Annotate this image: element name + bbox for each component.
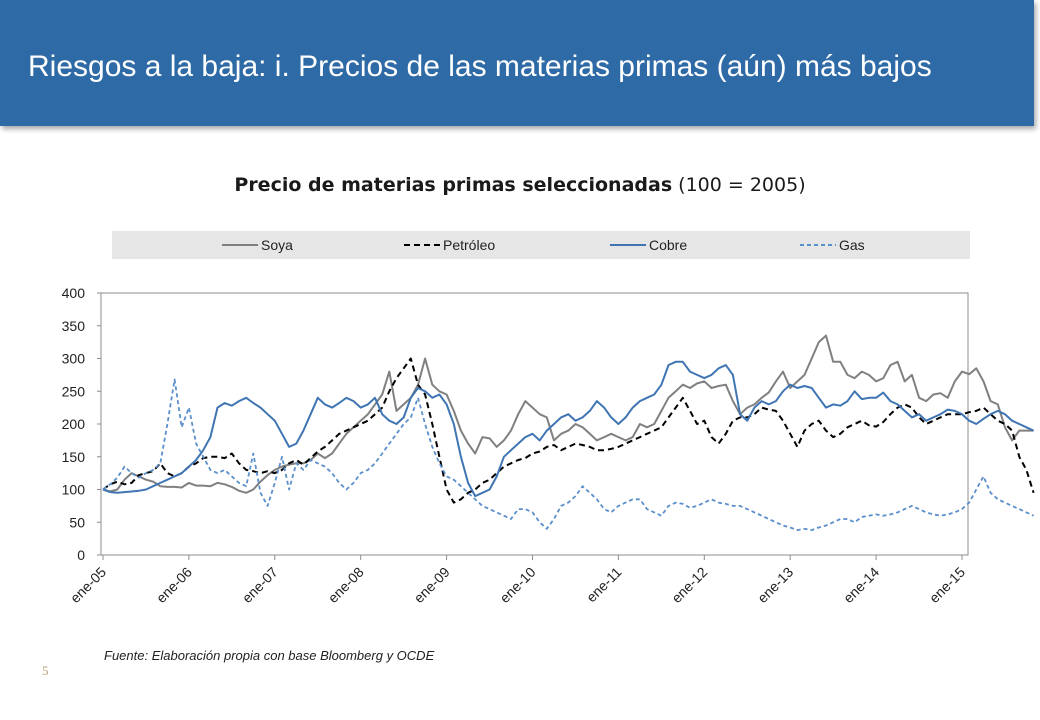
legend-item-petroleo: Petróleo <box>404 231 495 259</box>
series-line-gas <box>102 378 1034 531</box>
series-line-petroleo <box>102 357 1035 504</box>
page-number: 5 <box>42 663 49 678</box>
chart-legend: Soya Petróleo Cobre Gas <box>112 231 970 259</box>
legend-label-soya: Soya <box>261 237 293 253</box>
y-tick-label: 150 <box>62 449 86 465</box>
source-note: Fuente: Elaboración propia con base Bloo… <box>104 648 435 663</box>
legend-label-gas: Gas <box>839 237 865 253</box>
y-tick-label: 300 <box>62 351 86 367</box>
legend-item-soya: Soya <box>222 231 293 259</box>
y-tick-label: 0 <box>77 547 85 563</box>
y-tick-label: 350 <box>62 318 86 334</box>
x-tick-label: ene-05 <box>67 564 109 606</box>
series-line-cobre <box>102 360 1035 498</box>
x-tick-label: ene-15 <box>926 564 968 606</box>
y-tick-label: 50 <box>69 514 85 530</box>
series-line-soya <box>102 334 1034 494</box>
y-tick-label: 200 <box>62 416 86 432</box>
legend-label-petroleo: Petróleo <box>443 237 496 253</box>
y-tick-label: 100 <box>62 482 86 498</box>
x-tick-label: ene-08 <box>325 564 367 606</box>
x-tick-label: ene-06 <box>153 564 195 606</box>
legend-swatch-soya <box>222 244 258 246</box>
legend-item-cobre: Cobre <box>610 231 687 259</box>
chart-title-bold: Precio de materias primas seleccionadas <box>234 174 673 196</box>
x-tick-label: ene-11 <box>583 564 625 606</box>
y-tick-label: 250 <box>62 383 86 399</box>
x-tick-label: ene-09 <box>411 564 453 606</box>
legend-swatch-gas <box>800 244 836 246</box>
x-tick-label: ene-14 <box>840 564 882 606</box>
plot-area-frame <box>100 292 969 556</box>
legend-label-cobre: Cobre <box>649 237 688 253</box>
header-bar: Riesgos a la baja: i. Precios de las mat… <box>0 0 1034 126</box>
x-tick-label: ene-10 <box>496 564 538 606</box>
chart-title-rest: (100 = 2005) <box>672 174 806 196</box>
x-tick-label: ene-12 <box>668 564 710 606</box>
legend-swatch-petroleo <box>404 244 440 246</box>
y-tick-label: 400 <box>62 285 86 301</box>
legend-item-gas: Gas <box>800 231 865 259</box>
legend-swatch-cobre <box>610 244 646 246</box>
x-tick-label: ene-07 <box>239 564 281 606</box>
chart-title: Precio de materias primas seleccionadas … <box>0 174 1040 196</box>
x-tick-label: ene-13 <box>754 564 796 606</box>
slide-title: Riesgos a la baja: i. Precios de las mat… <box>28 50 932 83</box>
